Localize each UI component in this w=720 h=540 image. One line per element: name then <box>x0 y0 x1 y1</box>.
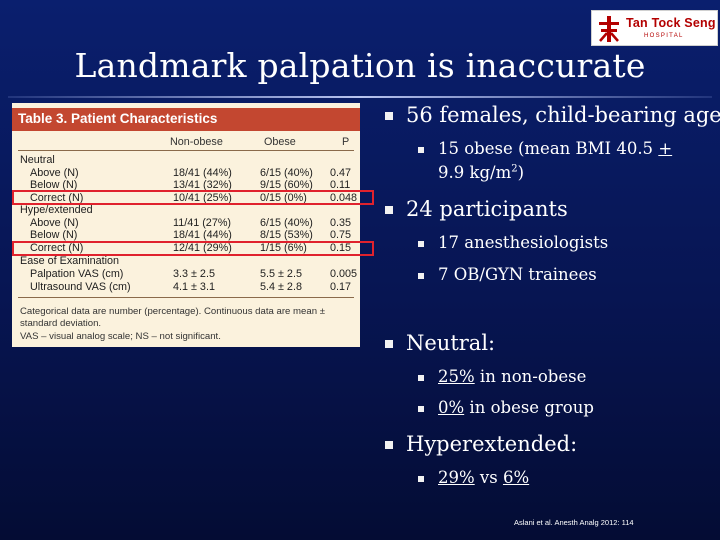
column-header-p: P <box>342 136 350 148</box>
cell-obese: 8/15 (53%) <box>260 229 313 241</box>
column-header-obese: Obese <box>264 136 296 148</box>
row-label: Above (N) <box>30 166 79 179</box>
cell-p: 0.47 <box>330 166 352 179</box>
table-row: Correct (N) 10/41 (25%) 0/15 (0%) 0.048 <box>12 192 360 204</box>
bullet-neutral-nonobese: 25% in non-obese <box>438 367 586 386</box>
bullet-neutral: Neutral: <box>406 331 496 355</box>
bullet-square-icon <box>385 340 393 348</box>
cell-obese: 6/15 (40%) <box>260 216 313 229</box>
cell-nonobese: 12/41 (29%) <box>173 242 232 254</box>
cell-nonobese: 18/41 (44%) <box>173 166 232 179</box>
table-row: Above (N) 11/41 (27%) 6/15 (40%) 0.35 <box>12 217 360 229</box>
bullet-text: vs <box>474 468 503 487</box>
cell-obese: 6/15 (40%) <box>260 166 313 179</box>
row-label: Neutral <box>20 154 55 166</box>
table-row: Below (N) 13/41 (32%) 9/15 (60%) 0.11 <box>12 179 360 191</box>
cell-nonobese: 4.1 ± 3.1 <box>173 281 215 293</box>
plus-minus-sign: + <box>658 139 673 158</box>
row-label: Above (N) <box>30 216 79 229</box>
row-label: Palpation VAS (cm) <box>30 268 124 280</box>
value-0-percent: 0% <box>438 398 465 417</box>
slide-title: Landmark palpation is inaccurate <box>74 46 646 85</box>
row-label: Below (N) <box>30 179 78 191</box>
cell-nonobese: 11/41 (27%) <box>173 216 232 229</box>
bullet-square-icon <box>418 241 424 247</box>
cell-p: 0.11 <box>330 179 351 191</box>
cell-p: 0.005 <box>330 268 358 280</box>
bullet-square-icon <box>385 206 393 214</box>
cell-obese: 1/15 (6%) <box>260 242 307 254</box>
bullet-square-icon <box>385 112 393 120</box>
cell-p: 0.35 <box>330 216 352 229</box>
table-row-group: Hype/extended <box>12 204 360 216</box>
bullet-females: 56 females, child-bearing age <box>406 103 720 127</box>
value-25-percent: 25% <box>438 367 475 386</box>
bullet-hyperextended-values: 29% vs 6% <box>438 468 529 487</box>
row-label: Below (N) <box>30 229 78 241</box>
cell-obese: 9/15 (60%) <box>260 179 313 191</box>
table-row-group: Ease of Examination <box>12 255 360 267</box>
hospital-logo-mark-icon <box>599 16 619 42</box>
hospital-logo: Tan Tock Seng HOSPITAL <box>591 10 718 46</box>
bullet-text: in non-obese <box>474 367 587 386</box>
bullet-obese-text-2: 9.9 kg/m <box>438 163 512 182</box>
header-divider <box>18 150 354 151</box>
bullet-square-icon <box>418 375 424 381</box>
table-row-group: Neutral <box>12 154 360 166</box>
citation: Aslani et al. Anesth Analg 2012: 114 <box>514 518 634 527</box>
bullet-obese-text-3: ) <box>517 163 525 182</box>
table-row: Correct (N) 12/41 (29%) 1/15 (6%) 0.15 <box>12 242 360 254</box>
table-row: Below (N) 18/41 (44%) 8/15 (53%) 0.75 <box>12 229 360 241</box>
cell-nonobese: 10/41 (25%) <box>173 191 232 204</box>
cell-nonobese: 13/41 (32%) <box>173 179 232 191</box>
superscript: 2 <box>511 163 518 175</box>
table-footnote: VAS – visual analog scale; NS – not sign… <box>20 331 221 342</box>
table-row: Ultrasound VAS (cm) 4.1 ± 3.1 5.4 ± 2.8 … <box>12 281 360 293</box>
row-label: Ease of Examination <box>20 255 120 267</box>
row-label: Correct (N) <box>30 191 84 204</box>
bullet-text: in obese group <box>464 398 594 417</box>
cell-p: 0.17 <box>330 281 352 293</box>
value-6-percent: 6% <box>502 468 530 487</box>
row-label: Correct (N) <box>30 242 84 254</box>
bullet-obgyn: 7 OB/GYN trainees <box>438 265 597 284</box>
row-label: Ultrasound VAS (cm) <box>30 281 131 293</box>
title-underline <box>8 96 712 98</box>
bullet-square-icon <box>418 406 424 412</box>
logo-subtitle: HOSPITAL <box>644 33 684 39</box>
cell-p: 0.048 <box>330 191 358 204</box>
bullet-hyperextended: Hyperextended: <box>406 432 578 456</box>
bullet-anesthesiologists: 17 anesthesiologists <box>438 233 609 252</box>
bullet-obese-continued: 9.9 kg/m2) <box>438 163 524 182</box>
logo-name: Tan Tock Seng <box>626 16 716 30</box>
highlight-box-neutral-correct <box>12 189 374 205</box>
cell-obese: 0/15 (0%) <box>260 191 307 204</box>
table-footnote: standard deviation. <box>20 318 102 329</box>
table-row: Above (N) 18/41 (44%) 6/15 (40%) 0.47 <box>12 167 360 179</box>
table-bottom-divider <box>18 297 354 298</box>
cell-nonobese: 3.3 ± 2.5 <box>173 268 215 280</box>
table-row: Palpation VAS (cm) 3.3 ± 2.5 5.5 ± 2.5 0… <box>12 268 360 280</box>
cell-p: 0.15 <box>330 242 352 254</box>
row-label: Hype/extended <box>20 204 93 216</box>
bullet-neutral-obese: 0% in obese group <box>438 398 594 417</box>
bullet-square-icon <box>385 441 393 449</box>
patient-characteristics-table: Table 3. Patient Characteristics Non-obe… <box>12 103 360 347</box>
bullet-obese-text: 15 obese (mean BMI 40.5 <box>438 139 659 158</box>
bullet-square-icon <box>418 476 424 482</box>
table-footnote: Categorical data are number (percentage)… <box>20 306 325 317</box>
table-title: Table 3. Patient Characteristics <box>18 111 218 126</box>
bullet-participants: 24 participants <box>406 197 568 221</box>
table-header-bar: Table 3. Patient Characteristics <box>12 108 360 131</box>
cell-obese: 5.5 ± 2.5 <box>260 268 302 280</box>
cell-nonobese: 18/41 (44%) <box>173 229 232 241</box>
column-header-nonobese: Non-obese <box>170 136 223 148</box>
bullet-square-icon <box>418 273 424 279</box>
bullet-square-icon <box>418 147 424 153</box>
highlight-box-hyperextended-correct <box>12 241 374 256</box>
value-29-percent: 29% <box>438 468 475 487</box>
cell-p: 0.75 <box>330 229 352 241</box>
cell-obese: 5.4 ± 2.8 <box>260 281 302 293</box>
bullet-obese: 15 obese (mean BMI 40.5 + <box>438 139 672 158</box>
